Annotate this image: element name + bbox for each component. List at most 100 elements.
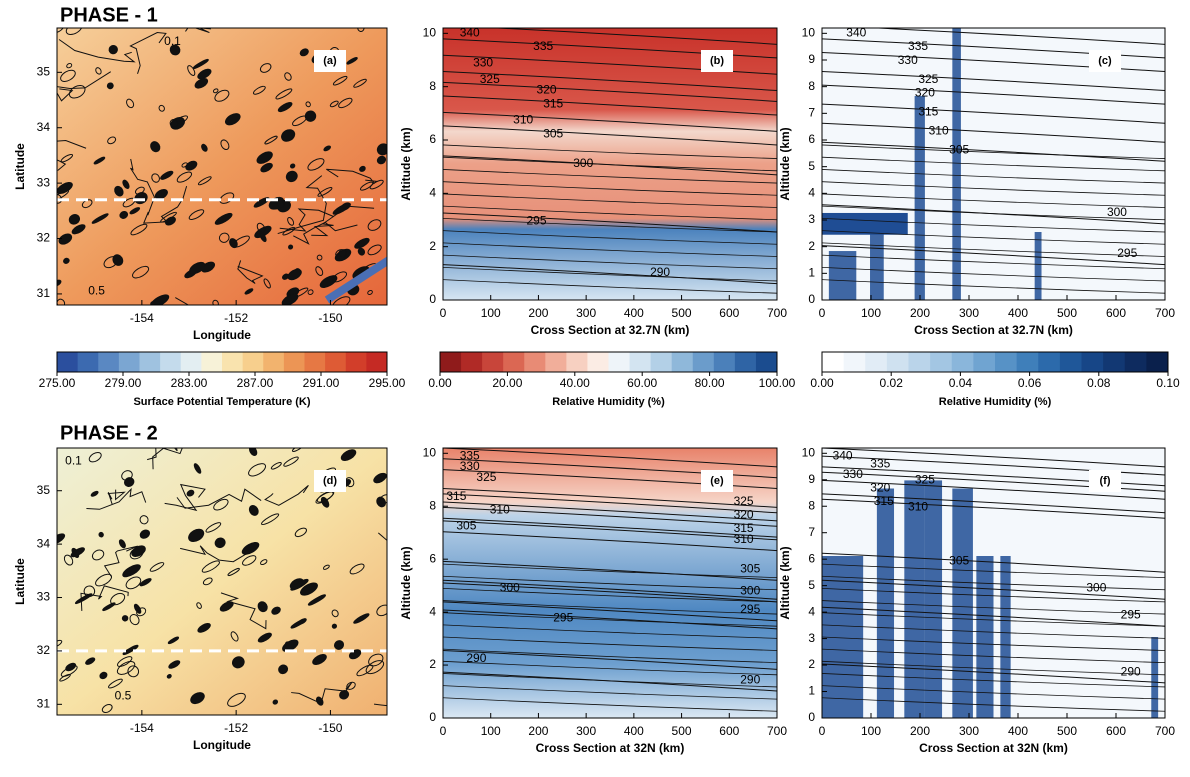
contour-line (822, 448, 1165, 468)
contour-blob (181, 162, 188, 168)
contour-blob (271, 606, 281, 615)
colorbar-swatch (951, 352, 974, 372)
contour-line (103, 545, 138, 577)
y-axis-label: Altitude (km) (778, 127, 792, 200)
contour-label: 310 (734, 532, 754, 546)
contour-blob (60, 153, 74, 163)
colorbar: 0.00 0.02 0.04 0.06 0.08 0.10 Relative Humidit… (810, 351, 1180, 408)
contour-label: 330 (460, 459, 480, 473)
contour-line (443, 95, 777, 116)
x-tick-label: 0 (819, 306, 826, 320)
x-tick-label: 300 (959, 724, 979, 738)
contour-label: 310 (490, 502, 510, 516)
contour-blob (139, 529, 151, 539)
contour-line (822, 600, 1165, 615)
contour-blob (354, 237, 370, 249)
colorbar-swatch (325, 352, 347, 372)
colorbar-swatch (608, 352, 631, 372)
contour-line (822, 169, 1165, 184)
contour-blob (167, 636, 180, 645)
x-tick-label: 700 (767, 724, 787, 738)
colorbar-swatch (118, 352, 140, 372)
contour-blob (359, 181, 374, 191)
y-tick-label: 2 (429, 657, 436, 671)
colorbar-swatch (77, 352, 99, 372)
x-tick-label: -150 (318, 721, 342, 735)
moisture-column (1034, 232, 1042, 300)
contour-blob (231, 656, 245, 669)
colorbar-frame (56, 351, 388, 373)
colorbar-tick-label: 0.04 (949, 376, 973, 390)
contour-blob (329, 100, 339, 108)
contour-blob (214, 212, 233, 225)
contour-blob (125, 576, 142, 590)
colorbar-tick-label: 0.06 (1018, 376, 1042, 390)
colorbar-swatch (222, 352, 244, 372)
contour-blob (57, 639, 63, 648)
contour-label: 0.5 (88, 283, 105, 297)
x-axis-label: Cross Section at 32.7N (km) (914, 323, 1073, 337)
contour-blob (300, 582, 318, 596)
colorbar-swatch (629, 352, 652, 372)
colorbar-swatch (180, 352, 202, 372)
moisture-column (904, 480, 925, 718)
colorbar-swatch (973, 352, 996, 372)
y-tick-label: 8 (429, 498, 436, 512)
contour-blob (212, 88, 219, 94)
colorbar-label: Relative Humidity (%) (939, 396, 1052, 408)
colorbar-frame (439, 351, 778, 373)
x-tick-label: -154 (130, 721, 154, 735)
y-tick-label: 5 (808, 159, 815, 173)
contour-blob (353, 613, 370, 624)
colorbar-swatch (482, 352, 504, 372)
x-tick-label: 400 (624, 724, 644, 738)
contour-line (822, 479, 1165, 500)
contour-blob (312, 653, 327, 666)
contour-blob (194, 78, 209, 89)
contour-line (822, 254, 1165, 270)
contour-blob (253, 197, 270, 208)
contour-line (822, 552, 1165, 573)
colorbar-swatch (886, 352, 909, 372)
colorbar-swatch (139, 352, 161, 372)
y-tick-label: 4 (808, 186, 815, 200)
contour-label: 315 (874, 494, 894, 508)
contour-blob (284, 72, 292, 81)
y-axis-label: Latitude (13, 143, 27, 190)
y-tick-label: 9 (808, 52, 815, 66)
colorbar-tick-label: 40.00 (560, 376, 590, 390)
contour-line (107, 489, 126, 505)
x-axis-label: Cross Section at 32N (km) (536, 741, 685, 755)
contour-label: 310 (513, 113, 533, 127)
contour-label: 340 (846, 26, 866, 40)
contour-label: 320 (734, 508, 754, 522)
contour-line (443, 71, 777, 92)
contour-blob (65, 662, 77, 672)
x-tick-label: 400 (624, 306, 644, 320)
contour-line (822, 663, 1165, 684)
colorbar-tick-label: 20.00 (492, 376, 522, 390)
contour-blob (102, 602, 116, 612)
contour-blob (331, 623, 338, 629)
contour-blob (332, 202, 351, 215)
contour-label: 340 (833, 448, 853, 462)
y-tick-label: 33 (37, 175, 51, 189)
contour-blob (285, 170, 298, 183)
colorbar-swatch (242, 352, 264, 372)
contour-blob (188, 528, 205, 543)
y-tick-label: 8 (808, 498, 815, 512)
y-tick-label: 35 (37, 483, 51, 497)
y-tick-label: 3 (808, 631, 815, 645)
contour-label: 295 (1121, 608, 1141, 622)
contour-blob (322, 564, 330, 570)
y-tick-label: 31 (37, 286, 51, 300)
colorbar-swatch (843, 352, 866, 372)
x-axis-label: Cross Section at 32.7N (km) (531, 323, 690, 337)
contour-blob (277, 102, 293, 113)
x-tick-label: 100 (481, 306, 501, 320)
contour-blob (149, 562, 165, 572)
contour-line (443, 563, 777, 578)
contour-blob (227, 567, 240, 577)
